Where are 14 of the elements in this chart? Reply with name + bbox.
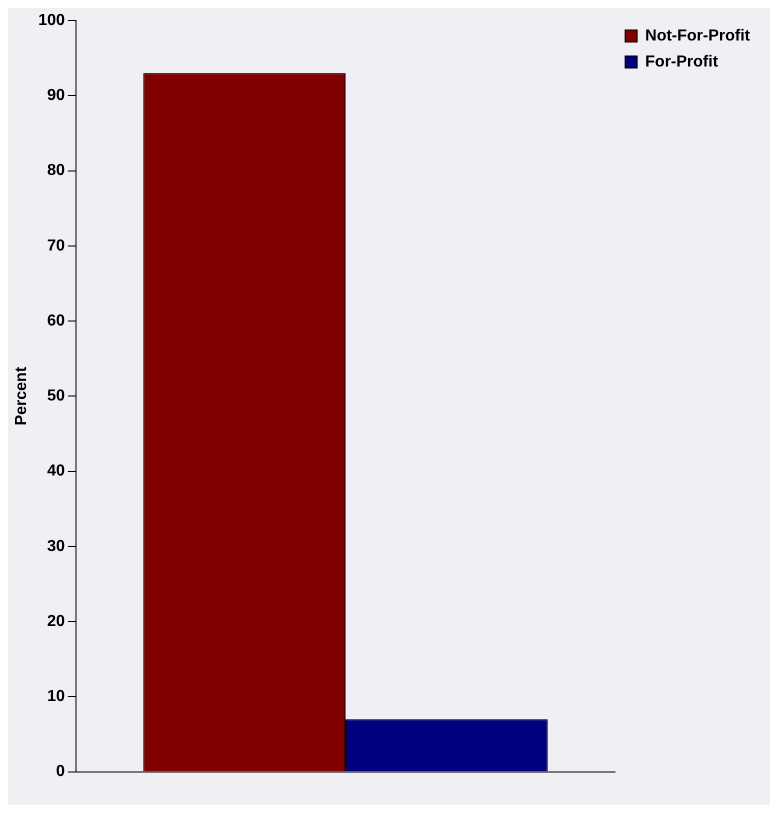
legend-label: Not-For-Profit <box>645 27 751 44</box>
y-tick-label: 50 <box>47 388 65 405</box>
y-tick-label: 70 <box>47 237 65 254</box>
y-tick-label: 80 <box>47 162 65 180</box>
y-tick-label: 40 <box>47 462 65 480</box>
y-tick-label: 60 <box>47 312 65 330</box>
legend-label: For-Profit <box>645 53 719 70</box>
y-tick-label: 100 <box>38 12 65 30</box>
y-tick-label: 90 <box>47 87 65 104</box>
y-tick-label: 20 <box>47 612 65 630</box>
y-tick-label: 0 <box>56 763 65 780</box>
y-tick-label: 30 <box>47 538 65 555</box>
y-tick-label: 10 <box>47 688 65 706</box>
y-axis-title: Percent <box>13 366 30 426</box>
